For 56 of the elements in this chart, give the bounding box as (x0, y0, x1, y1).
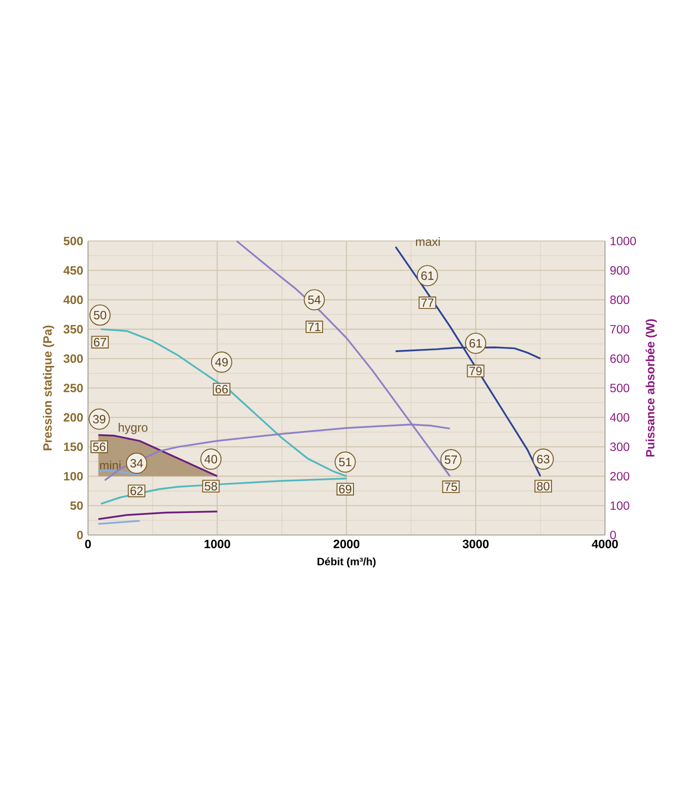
y2-tick-label: 800 (610, 296, 630, 304)
x-tick-label: 3000 (462, 540, 489, 548)
y-tick-label: 350 (64, 324, 83, 334)
annotation: 39 (93, 414, 106, 424)
annotation: 79 (470, 366, 482, 376)
y2-tick-label: 100 (610, 501, 630, 510)
y-tick-label: 200 (64, 413, 83, 422)
series-label: maxi (416, 237, 440, 246)
y2-axis-title: Puissance absorbée (W) (646, 319, 657, 457)
annotation: 40 (204, 454, 218, 464)
x-tick-label: 2000 (334, 540, 360, 548)
y-axis-title: Pression statique (Pa) (42, 326, 54, 450)
annotation: 61 (470, 339, 482, 348)
x-axis-title: Débit (m³/h) (318, 557, 376, 568)
y2-tick-label: 900 (610, 266, 630, 275)
y-tick-label: 400 (63, 296, 83, 304)
y2-tick-label: 600 (610, 354, 630, 363)
annotation: 49 (215, 358, 228, 366)
series-label: mini (100, 460, 120, 470)
annotation: 66 (216, 384, 228, 394)
annotation: 34 (130, 459, 143, 468)
y-tick-label: 150 (64, 442, 83, 452)
annotation: 61 (421, 271, 434, 280)
annotation: 51 (339, 458, 352, 466)
annotation: 67 (94, 338, 106, 346)
annotation: 58 (204, 482, 218, 490)
x-tick-label: 1000 (204, 540, 230, 548)
annotation: 69 (339, 484, 352, 494)
annotation: 63 (537, 454, 550, 464)
y2-tick-label: 0 (610, 530, 616, 540)
y2-tick-label: 1000 (610, 236, 636, 246)
y2-tick-label: 200 (610, 472, 630, 480)
y-tick-label: 50 (70, 501, 83, 510)
y-tick-label: 250 (64, 384, 83, 392)
annotation: 75 (444, 482, 458, 491)
annotation: 71 (308, 322, 320, 331)
y2-tick-label: 500 (610, 384, 630, 392)
y-tick-label: 300 (64, 354, 83, 363)
series-label: hygro (118, 422, 148, 434)
y-tick-label: 500 (64, 236, 83, 246)
y-tick-label: 0 (77, 530, 83, 540)
y2-tick-label: 700 (610, 324, 630, 334)
annotation: 56 (93, 442, 106, 452)
y-tick-label: 450 (63, 266, 83, 275)
y-tick-label: 100 (64, 472, 83, 480)
x-tick-label: 4000 (592, 540, 618, 548)
annotation: 77 (421, 298, 434, 307)
annotation: 57 (444, 456, 457, 464)
y2-tick-label: 400 (610, 413, 630, 422)
annotation: 80 (537, 482, 550, 490)
annotation: 50 (94, 310, 106, 320)
y2-tick-label: 300 (610, 442, 630, 452)
annotation: 62 (130, 486, 143, 496)
x-tick-label: 0 (85, 540, 91, 548)
line-series (97, 510, 218, 520)
annotation: 54 (308, 296, 321, 304)
